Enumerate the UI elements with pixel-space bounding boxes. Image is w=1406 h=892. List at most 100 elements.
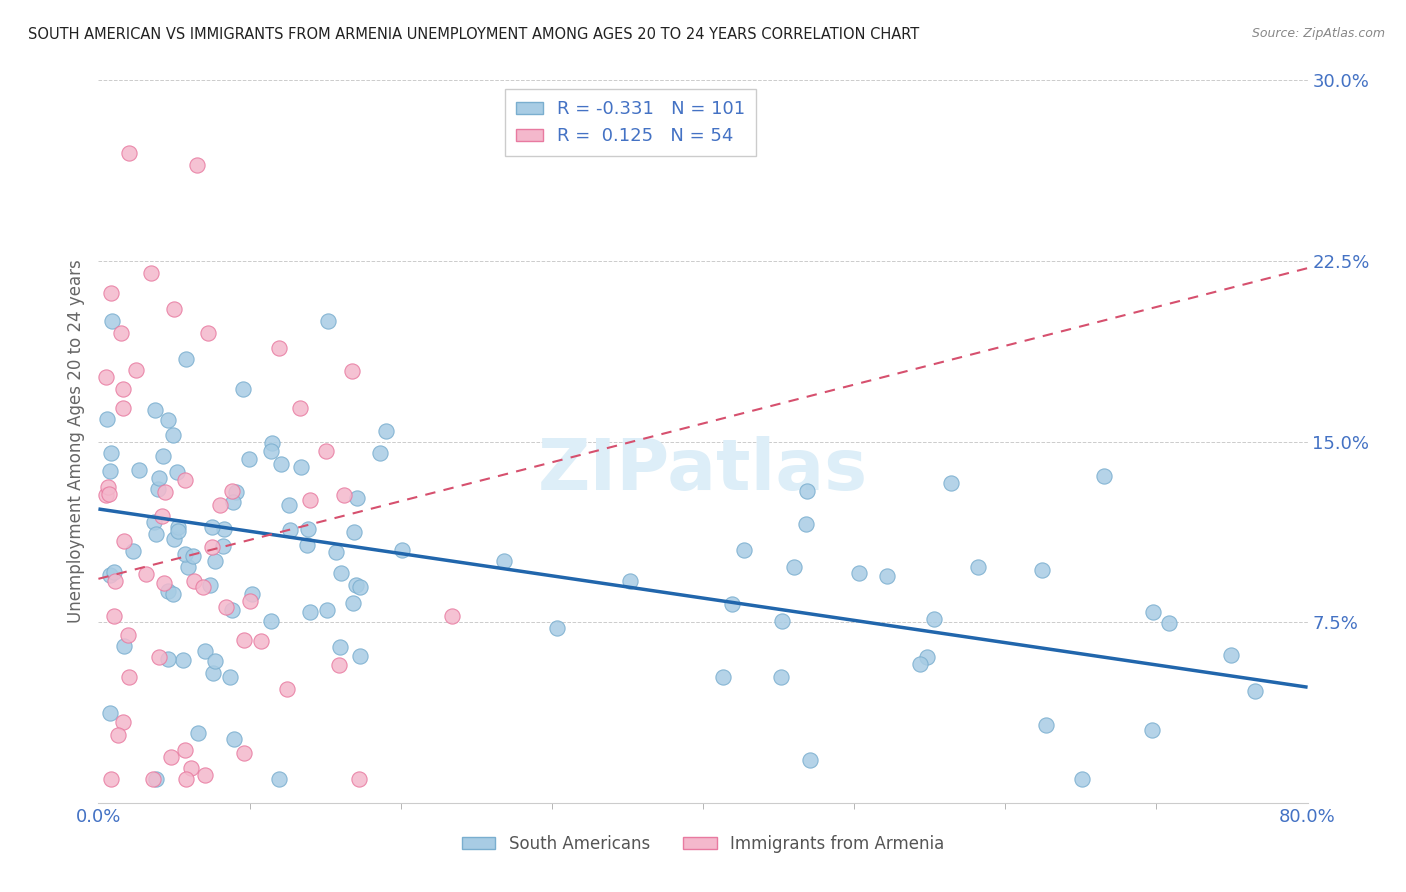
Point: [967, 559, 990, 574]
Point: [208, 498, 231, 512]
Point: [240, 587, 263, 601]
Point: [201, 540, 224, 554]
Point: [332, 488, 354, 502]
Point: [181, 549, 204, 564]
Point: [211, 539, 233, 553]
Point: [270, 457, 292, 471]
Point: [278, 498, 301, 512]
Point: [180, 761, 202, 775]
Point: [153, 485, 176, 500]
Point: [721, 597, 744, 611]
Point: [122, 543, 145, 558]
Point: [939, 475, 962, 490]
Point: [276, 682, 298, 697]
Legend: South Americans, Immigrants from Armenia: South Americans, Immigrants from Armenia: [456, 828, 950, 860]
Point: [96, 488, 118, 502]
Point: [250, 634, 273, 648]
Point: [221, 495, 243, 509]
Point: [299, 493, 322, 508]
Point: [98, 464, 121, 478]
Point: [100, 446, 122, 460]
Point: [160, 750, 183, 764]
Point: [238, 452, 260, 467]
Text: SOUTH AMERICAN VS IMMIGRANTS FROM ARMENIA UNEMPLOYMENT AMONG AGES 20 TO 24 YEARS: SOUTH AMERICAN VS IMMIGRANTS FROM ARMENI…: [28, 27, 920, 42]
Point: [876, 569, 898, 583]
Point: [219, 669, 242, 683]
Point: [492, 554, 515, 568]
Point: [329, 640, 352, 654]
Point: [148, 471, 170, 485]
Point: [201, 520, 224, 534]
Point: [269, 342, 291, 356]
Point: [163, 301, 186, 317]
Point: [111, 382, 134, 396]
Point: [922, 612, 945, 626]
Point: [152, 449, 174, 463]
Point: [202, 665, 225, 680]
Point: [204, 654, 226, 668]
Point: [328, 657, 350, 672]
Point: [100, 772, 122, 786]
Point: [157, 652, 180, 666]
Point: [375, 424, 398, 438]
Point: [260, 435, 283, 450]
Point: [148, 650, 170, 665]
Point: [769, 670, 792, 684]
Point: [145, 526, 167, 541]
Point: [340, 364, 363, 378]
Point: [441, 609, 464, 624]
Point: [148, 482, 170, 496]
Point: [187, 726, 209, 740]
Point: [349, 580, 371, 594]
Point: [215, 600, 238, 615]
Point: [97, 486, 120, 500]
Point: [278, 524, 301, 538]
Point: [96, 412, 118, 426]
Point: [117, 628, 139, 642]
Point: [142, 515, 165, 529]
Text: ZIPatlas: ZIPatlas: [538, 436, 868, 505]
Point: [343, 524, 366, 539]
Point: [1031, 563, 1053, 577]
Point: [194, 644, 217, 658]
Point: [908, 657, 931, 671]
Point: [232, 382, 254, 396]
Point: [135, 567, 157, 582]
Point: [346, 491, 368, 505]
Point: [100, 286, 122, 301]
Point: [197, 326, 219, 341]
Point: [143, 403, 166, 417]
Point: [194, 768, 217, 782]
Point: [221, 484, 243, 499]
Point: [98, 568, 121, 582]
Y-axis label: Unemployment Among Ages 20 to 24 years: Unemployment Among Ages 20 to 24 years: [66, 260, 84, 624]
Point: [1220, 648, 1243, 662]
Point: [183, 574, 205, 588]
Point: [174, 352, 197, 367]
Point: [174, 772, 197, 786]
Point: [118, 145, 141, 160]
Point: [316, 603, 339, 617]
Point: [125, 363, 148, 377]
Text: Source: ZipAtlas.com: Source: ZipAtlas.com: [1251, 27, 1385, 40]
Point: [1035, 717, 1057, 731]
Point: [330, 566, 353, 580]
Point: [298, 605, 321, 619]
Point: [112, 533, 135, 548]
Point: [167, 524, 190, 538]
Point: [118, 670, 141, 684]
Point: [794, 517, 817, 532]
Point: [318, 314, 340, 328]
Point: [347, 772, 370, 786]
Point: [142, 772, 165, 786]
Point: [290, 459, 312, 474]
Point: [145, 772, 167, 786]
Point: [157, 413, 180, 427]
Point: [711, 670, 734, 684]
Point: [221, 603, 243, 617]
Point: [166, 466, 188, 480]
Point: [162, 587, 184, 601]
Point: [344, 578, 367, 592]
Point: [848, 566, 870, 581]
Point: [98, 706, 121, 721]
